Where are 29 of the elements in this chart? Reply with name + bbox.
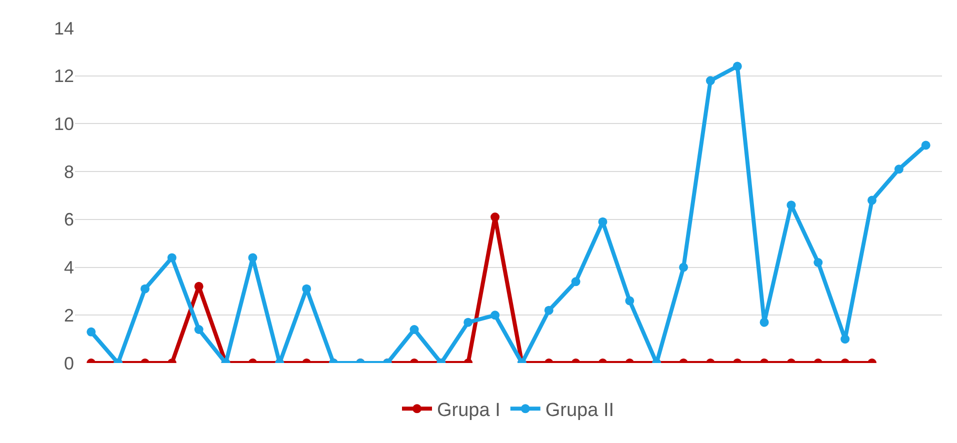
point bbox=[571, 277, 580, 286]
point bbox=[464, 318, 473, 327]
point bbox=[814, 258, 823, 267]
point bbox=[410, 325, 419, 334]
y-tick-label: 2 bbox=[64, 305, 74, 326]
point bbox=[894, 164, 904, 174]
y-tick-label: 0 bbox=[64, 353, 74, 374]
point bbox=[490, 310, 500, 320]
point bbox=[544, 306, 554, 315]
point bbox=[140, 284, 150, 294]
point bbox=[167, 253, 176, 262]
y-tick-label: 12 bbox=[54, 66, 74, 86]
point bbox=[760, 318, 769, 327]
y-tick-label: 4 bbox=[64, 258, 74, 278]
point bbox=[248, 253, 258, 262]
point bbox=[679, 262, 688, 272]
y-tick-label: 6 bbox=[64, 210, 74, 230]
y-tick-label: 10 bbox=[54, 114, 74, 134]
y-tick-label: 14 bbox=[54, 18, 74, 38]
legend-label: Grupa II bbox=[545, 400, 614, 422]
point bbox=[194, 282, 204, 291]
point bbox=[625, 296, 634, 306]
point bbox=[194, 325, 204, 334]
point bbox=[490, 212, 500, 222]
y-tick-label: 8 bbox=[64, 162, 74, 182]
point bbox=[86, 327, 96, 336]
point bbox=[867, 196, 876, 205]
legend-label: Grupa I bbox=[437, 400, 500, 422]
point bbox=[921, 140, 930, 150]
